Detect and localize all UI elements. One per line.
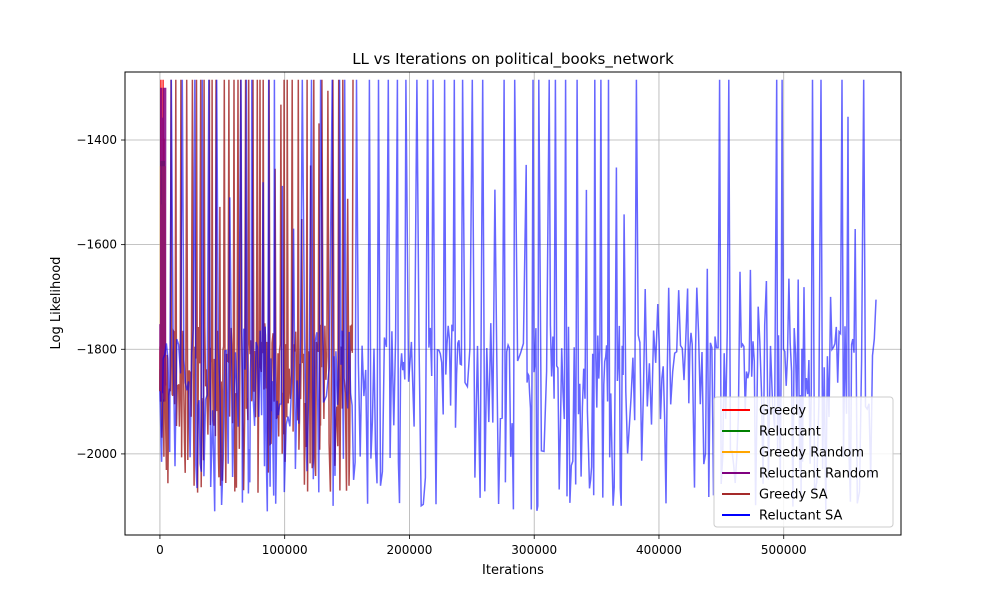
- x-tick-label: 400000: [636, 543, 682, 557]
- legend-label: Greedy Random: [759, 446, 864, 461]
- ticks: 0 100000 200000 300000 400000 500000 −1400 −160…: [76, 133, 806, 557]
- legend-label: Greedy SA: [759, 488, 828, 503]
- y-tick-label: −2000: [76, 447, 117, 461]
- series-layer: [159, 79, 877, 512]
- y-tick-label: −1600: [76, 238, 117, 252]
- plot-frame: [124, 71, 902, 536]
- x-axis-label: Iterations: [482, 563, 544, 578]
- x-tick-label: 100000: [262, 543, 308, 557]
- x-tick-label: 500000: [761, 543, 807, 557]
- legend-label: Reluctant Random: [759, 467, 879, 482]
- y-axis-label: Log Likelihood: [49, 257, 64, 350]
- x-tick-label: 200000: [387, 543, 433, 557]
- chart-title: LL vs Iterations on political_books_netw…: [352, 50, 674, 69]
- x-tick-label: 300000: [511, 543, 557, 557]
- y-tick-label: −1800: [76, 342, 117, 356]
- series-line-reluctant-random: [159, 87, 167, 402]
- x-tick-label: 0: [156, 543, 164, 557]
- legend-label: Greedy: [759, 404, 806, 419]
- y-tick-label: −1400: [76, 133, 117, 147]
- legend: Greedy Reluctant Greedy Random Reluctant Ra…: [713, 396, 894, 528]
- grid: [125, 72, 901, 535]
- legend-label: Reluctant: [759, 425, 821, 440]
- legend-box: [713, 396, 894, 528]
- series-line-greedy-sa: [159, 79, 354, 493]
- series-line-reluctant-sa: [159, 79, 877, 512]
- legend-label: Reluctant SA: [759, 509, 842, 524]
